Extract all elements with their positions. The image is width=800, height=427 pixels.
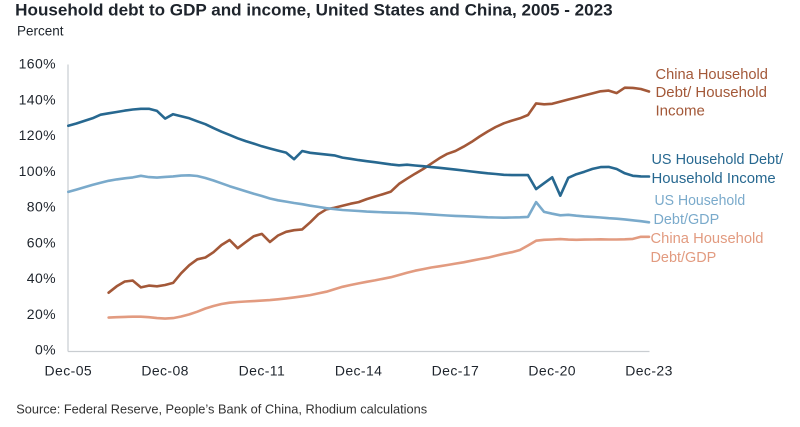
svg-text:Percent: Percent [17,24,64,39]
svg-text:20%: 20% [27,306,56,322]
svg-text:120%: 120% [19,127,56,143]
svg-text:Dec-08: Dec-08 [141,363,189,379]
svg-text:Dec-17: Dec-17 [432,363,480,379]
svg-text:60%: 60% [27,234,56,250]
svg-text:80%: 80% [27,199,56,215]
svg-text:Dec-23: Dec-23 [625,363,673,379]
svg-text:Dec-14: Dec-14 [335,363,383,379]
svg-text:Source: Federal Reserve, Peopl: Source: Federal Reserve, People’s Bank o… [16,401,427,416]
svg-text:140%: 140% [19,91,56,107]
svg-text:Household debt to GDP and inco: Household debt to GDP and income, United… [15,2,613,20]
svg-text:Dec-05: Dec-05 [45,363,93,379]
svg-text:Dec-20: Dec-20 [528,363,576,379]
svg-text:0%: 0% [35,342,56,358]
svg-text:Dec-11: Dec-11 [239,363,286,379]
svg-text:US Household Debt/Household In: US Household Debt/Household Income [652,151,784,187]
svg-text:160%: 160% [19,56,56,72]
svg-text:100%: 100% [19,163,56,179]
svg-text:40%: 40% [27,270,56,286]
